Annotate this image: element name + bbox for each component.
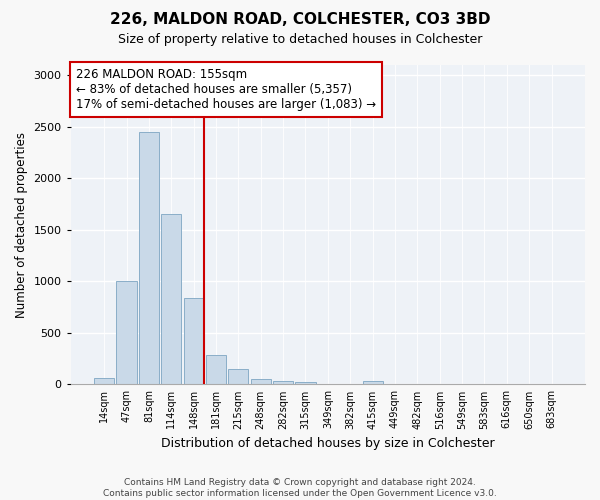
Bar [295, 382, 316, 384]
Bar [229, 370, 248, 384]
Y-axis label: Number of detached properties: Number of detached properties [15, 132, 28, 318]
Bar [116, 282, 137, 385]
Bar [139, 132, 159, 384]
X-axis label: Distribution of detached houses by size in Colchester: Distribution of detached houses by size … [161, 437, 494, 450]
Text: 226, MALDON ROAD, COLCHESTER, CO3 3BD: 226, MALDON ROAD, COLCHESTER, CO3 3BD [110, 12, 490, 28]
Bar [184, 298, 203, 384]
Text: Size of property relative to detached houses in Colchester: Size of property relative to detached ho… [118, 32, 482, 46]
Bar [251, 379, 271, 384]
Bar [273, 381, 293, 384]
Bar [161, 214, 181, 384]
Text: 226 MALDON ROAD: 155sqm
← 83% of detached houses are smaller (5,357)
17% of semi: 226 MALDON ROAD: 155sqm ← 83% of detache… [76, 68, 376, 111]
Bar [206, 354, 226, 384]
Bar [362, 382, 383, 384]
Bar [94, 378, 114, 384]
Text: Contains HM Land Registry data © Crown copyright and database right 2024.
Contai: Contains HM Land Registry data © Crown c… [103, 478, 497, 498]
